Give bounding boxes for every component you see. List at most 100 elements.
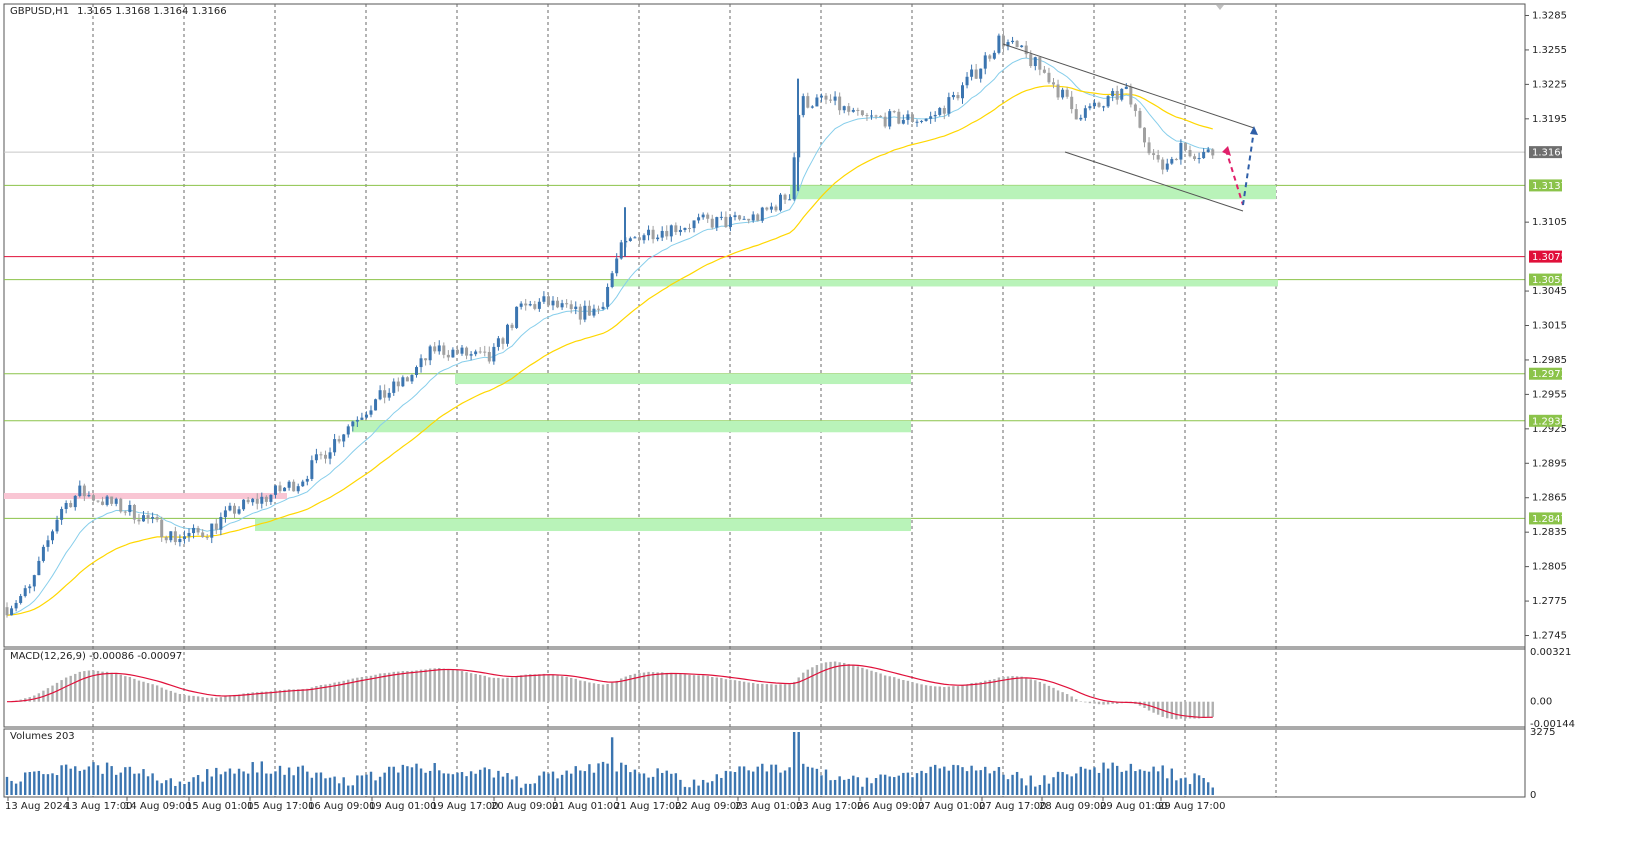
candle-body	[792, 157, 796, 200]
candle-body	[651, 229, 655, 240]
candle-body	[556, 300, 560, 308]
candle-body	[938, 108, 942, 115]
candle-body	[860, 110, 864, 116]
candle-body	[251, 498, 255, 503]
candle-body	[983, 55, 987, 69]
macd-tick-label: 0.00	[1530, 697, 1552, 708]
candle-body	[906, 114, 910, 120]
candle-body	[78, 485, 82, 496]
candle-body	[747, 218, 751, 221]
price-label-badge	[1529, 367, 1562, 380]
support-zone	[790, 185, 1276, 200]
candle-body	[738, 215, 742, 220]
candle-body	[378, 390, 382, 400]
descending-channel[interactable]	[1002, 43, 1255, 212]
candle-body	[510, 324, 514, 328]
support-zone	[255, 518, 911, 532]
candle-body	[1193, 156, 1197, 160]
channel-lower-line	[1064, 151, 1244, 212]
arrowhead-icon	[1222, 146, 1231, 156]
candle-body	[765, 207, 769, 210]
candle-body	[360, 417, 364, 420]
candle-body	[178, 539, 182, 543]
candle-body	[233, 505, 236, 514]
price-panel[interactable]	[3, 3, 1526, 648]
candle-body	[692, 220, 696, 229]
candle-body	[756, 214, 760, 221]
candle-body	[961, 85, 964, 99]
candle-body	[633, 237, 637, 239]
candle-body	[19, 596, 23, 603]
candle-body	[460, 347, 464, 354]
volume-panel[interactable]	[3, 728, 1526, 798]
price-label-badge	[1529, 273, 1562, 286]
candle-body	[333, 439, 337, 453]
price-tick-label: 1.2955	[1532, 389, 1567, 400]
time-label: 19 Aug 17:00	[431, 801, 498, 812]
candle-body	[492, 346, 496, 362]
candle-body	[533, 304, 537, 309]
candle-body	[1152, 153, 1156, 156]
candle-body	[942, 108, 946, 114]
candle-body	[587, 305, 591, 316]
candle-body	[342, 434, 346, 442]
candle-body	[123, 511, 127, 513]
candle-body	[824, 95, 828, 100]
candle-body	[278, 485, 282, 492]
candle-body	[374, 399, 378, 411]
candle-body	[264, 496, 268, 502]
candle-body	[637, 237, 641, 241]
candle-body	[1183, 142, 1187, 151]
candle-body	[810, 106, 814, 108]
time-label: 19 Aug 01:00	[369, 801, 436, 812]
candle-body	[483, 351, 487, 353]
candle-body	[1115, 91, 1119, 100]
candle-body	[155, 517, 159, 520]
support-zone	[352, 420, 911, 433]
time-label: 16 Aug 09:00	[308, 801, 375, 812]
candle-body	[851, 109, 855, 112]
time-label: 21 Aug 01:00	[552, 801, 619, 812]
candle-body	[610, 273, 614, 287]
candle-body	[528, 304, 532, 306]
volume-bars	[5, 732, 1214, 795]
time-label: 29 Aug 01:00	[1100, 801, 1167, 812]
candle-body	[205, 537, 209, 539]
chart-symbol-header: GBPUSD,H1 1.3165 1.3168 1.3164 1.3166	[10, 6, 227, 17]
support-zone	[612, 279, 1278, 287]
scroll-shift-marker-icon[interactable]	[1216, 5, 1224, 10]
volume-tick-label: 3275	[1530, 727, 1555, 738]
candle-body	[1033, 57, 1037, 67]
price-tick-label: 1.3255	[1532, 45, 1567, 56]
price-tick-label: 1.3225	[1532, 79, 1567, 90]
candle-body	[728, 217, 732, 228]
candle-body	[619, 242, 623, 259]
candle-body	[292, 481, 296, 492]
candle-body	[310, 460, 314, 479]
candle-body	[64, 502, 68, 509]
candle-body	[187, 533, 191, 537]
candle-body	[324, 454, 327, 459]
candle-body	[888, 111, 892, 127]
candle-body	[542, 296, 546, 302]
candle-body	[537, 301, 541, 309]
candle-body	[901, 119, 905, 124]
channel-upper-line	[1002, 43, 1255, 129]
volume-tick-label: 0	[1530, 790, 1536, 801]
candle-body	[355, 419, 359, 422]
candle-body	[815, 97, 819, 107]
macd-panel[interactable]	[3, 648, 1526, 728]
candle-body	[565, 303, 569, 305]
price-label-badge	[1529, 146, 1562, 159]
price-label-badge	[1529, 179, 1562, 192]
candle-body	[760, 207, 764, 221]
candle-body	[819, 95, 823, 98]
candle-body	[1161, 159, 1165, 170]
price-tick-label: 1.2895	[1532, 458, 1567, 469]
candle-body	[1047, 72, 1051, 83]
candle-body	[560, 303, 564, 308]
forecast-up-arrow	[1242, 129, 1255, 206]
